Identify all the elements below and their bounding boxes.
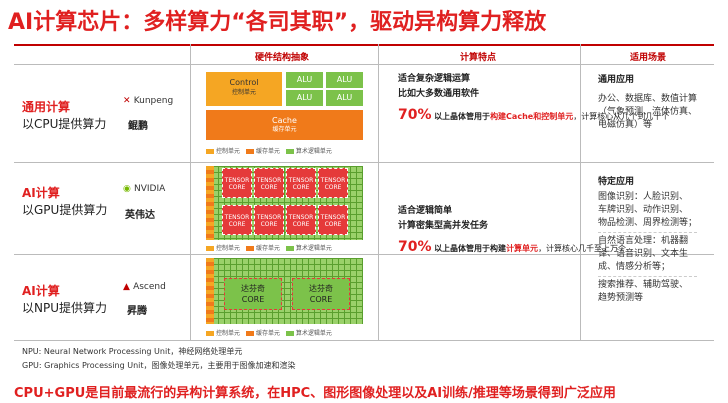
ai-scene: 特定应用 图像识别：人脸识别、 车牌识别、动作识别、 物品检测、周界检测等； 自…	[598, 177, 698, 303]
ascend-logo: ▲ Ascend	[123, 282, 166, 292]
cpu-feature: 适合复杂逻辑运算 比如大多数通用软件 70% 以上晶体管用于构建Cache和控制…	[398, 74, 670, 123]
gpu-control-strip	[206, 166, 214, 240]
row-cpu-label: 通用计算 以CPU提供算力	[22, 100, 107, 131]
header-hw: 硬件结构抽象	[255, 53, 310, 63]
tensor-core: TENSOR CORE	[318, 205, 348, 235]
cpu-legend: 控制单元 缓存单元 算术逻辑单元	[206, 146, 332, 155]
footnote-npu: NPU: Neural Network Processing Unit，神经网络…	[22, 347, 243, 356]
tensor-core: TENSOR CORE	[286, 168, 316, 198]
gpu-feature: 适合逻辑简单 计算密集型高并发任务 70% 以上晶体管用于构建计算单元，计算核心…	[398, 206, 627, 255]
cpu-cache-unit: Cache 缓存单元	[206, 110, 363, 140]
cpu-alu-4: ALU	[326, 90, 363, 106]
col-divider-2	[378, 44, 379, 340]
cpu-alu-2: ALU	[326, 72, 363, 88]
tensor-core: TENSOR CORE	[222, 205, 252, 235]
col-divider-3	[580, 44, 581, 340]
col-divider-1	[190, 44, 191, 340]
row-npu-label: AI计算 以NPU提供算力	[22, 284, 107, 315]
page-title: AI计算芯片：多样算力“各司其职”，驱动异构算力释放	[8, 10, 547, 35]
ascend-brand: 昇腾	[127, 306, 147, 317]
cpu-alu-3: ALU	[286, 90, 323, 106]
bottom-summary: CPU+GPU是目前最流行的异构计算系统，在HPC、图形图像处理以及AI训练/推…	[14, 386, 616, 401]
cpu-alu-1: ALU	[286, 72, 323, 88]
footnote-gpu: GPU: Graphics Processing Unit，图像处理单元，主要用…	[22, 361, 296, 370]
davinci-core: 达芬奇 CORE	[224, 278, 282, 310]
table-bottom-line	[14, 340, 714, 341]
tensor-core: TENSOR CORE	[286, 205, 316, 235]
gpu-legend: 控制单元 缓存单元 算术逻辑单元	[206, 243, 332, 252]
header-divider	[14, 44, 714, 46]
tensor-core: TENSOR CORE	[222, 168, 252, 198]
kunpeng-logo: ✕ Kunpeng	[123, 96, 174, 106]
davinci-core: 达芬奇 CORE	[292, 278, 350, 310]
tensor-core: TENSOR CORE	[318, 168, 348, 198]
header-scene: 适用场景	[630, 53, 667, 63]
cpu-control-unit: Control 控制单元	[206, 72, 282, 106]
header-bottom-line	[14, 64, 714, 65]
row-divider-1	[14, 162, 714, 163]
nvidia-logo: ◉ NVIDIA	[123, 184, 166, 194]
nvidia-brand: 英伟达	[125, 210, 155, 221]
tensor-core: TENSOR CORE	[254, 168, 284, 198]
row-gpu-label: AI计算 以GPU提供算力	[22, 186, 108, 217]
kunpeng-brand: 鲲鹏	[128, 121, 148, 132]
npu-legend: 控制单元 缓存单元 算术逻辑单元	[206, 328, 332, 337]
header-feature: 计算特点	[460, 53, 497, 63]
row-divider-2	[14, 254, 714, 255]
cpu-scene: 通用应用 办公、数据库、数值计算 （气象预测、流体仿真、 电磁仿真）等	[598, 75, 698, 130]
npu-control-strip	[206, 258, 214, 324]
tensor-core: TENSOR CORE	[254, 205, 284, 235]
